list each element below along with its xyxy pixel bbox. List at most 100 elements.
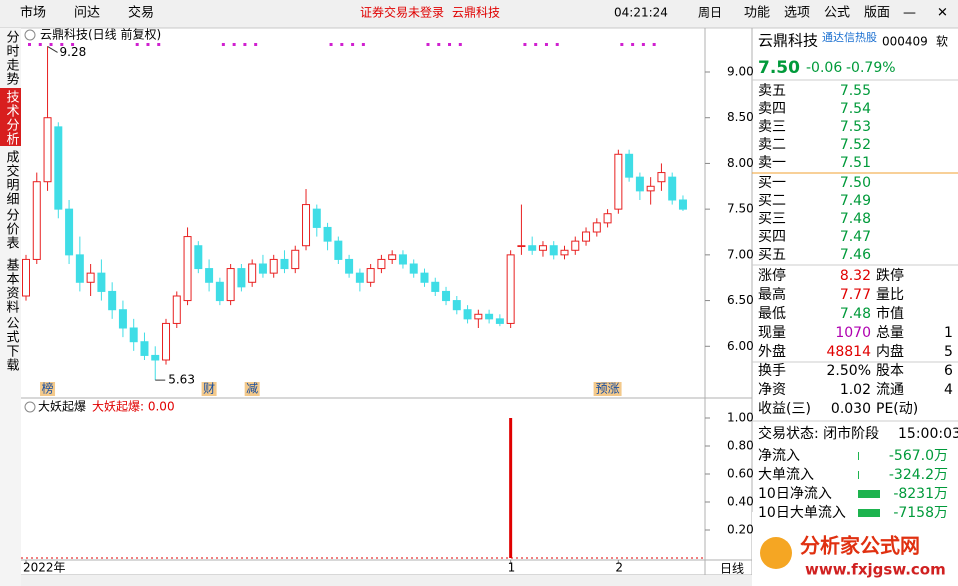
stat-label: 最低: [758, 306, 786, 322]
menu-item[interactable]: 选项: [784, 6, 810, 21]
side-tab[interactable]: 成交明细: [4, 150, 20, 206]
signal-dot: [555, 43, 559, 46]
signal-dot: [221, 43, 225, 46]
signal-dot: [254, 43, 258, 46]
stat-label: 现量: [758, 325, 786, 341]
change: -0.06: [806, 60, 842, 76]
menu-item[interactable]: 问达: [74, 6, 100, 21]
flow-label: 大单流入: [758, 467, 814, 483]
candle-body: [635, 176, 644, 192]
menu-bar: [0, 0, 958, 28]
candle-body: [571, 240, 580, 251]
flow-bar: [858, 452, 859, 460]
stock-code: 000409: [882, 35, 928, 49]
ask-price: 7.52: [840, 137, 871, 153]
candle-body: [668, 176, 677, 201]
status-time: 15:00:03: [898, 426, 958, 442]
event-badge[interactable]: 财: [203, 382, 215, 396]
event-badge[interactable]: 榜: [42, 381, 54, 396]
ask-price: 7.54: [840, 101, 871, 117]
change-pct: -0.79%: [846, 60, 896, 76]
signal-dot: [135, 43, 139, 46]
event-badge-bg: [201, 382, 217, 396]
stat-label: 涨停: [758, 267, 786, 284]
ask-price: 7.55: [840, 83, 871, 99]
bid-price: 7.46: [840, 247, 871, 263]
bar: [509, 418, 513, 558]
time: 04:21:24: [614, 6, 668, 20]
bid-price: 7.47: [840, 229, 871, 245]
event-badge-bg: [593, 382, 622, 396]
y-tick-label: 0.60: [727, 467, 754, 481]
candle-body: [54, 126, 63, 210]
menu-item[interactable]: 版面: [864, 6, 890, 21]
candle-body: [474, 313, 483, 320]
bid-label: 买二: [758, 193, 786, 209]
login-notice[interactable]: 证券交易未登录: [360, 5, 444, 20]
candle-body: [538, 245, 547, 251]
candle-body: [603, 213, 612, 224]
ask-label: 卖三: [758, 119, 786, 135]
side-tab[interactable]: 公式下载: [4, 316, 20, 372]
event-badge[interactable]: 预涨: [596, 381, 620, 396]
stat-value: 1070: [835, 325, 871, 341]
y-tick-label: 1.00: [727, 411, 754, 425]
candle-body: [345, 258, 354, 274]
flow-bar: [858, 509, 880, 517]
signal-dot: [544, 43, 548, 46]
stat-value: 4: [944, 382, 953, 398]
bid-label: 买五: [758, 247, 786, 263]
signal-dot: [340, 43, 344, 46]
side-tab[interactable]: 分时走势: [4, 30, 20, 86]
signal-dot: [652, 43, 656, 46]
event-badge[interactable]: 减: [246, 382, 258, 396]
high-label: 9.28: [60, 45, 87, 59]
signal-dot: [437, 43, 441, 46]
trade-status: 交易状态: 闭市阶段: [758, 425, 879, 442]
period[interactable]: 日线: [720, 562, 744, 576]
stat-label: 流通: [876, 382, 904, 398]
side-tab[interactable]: 分价表: [4, 208, 20, 250]
indicator-icon: [24, 401, 36, 413]
bid-price: 7.50: [840, 175, 871, 191]
stat-value: 8.32: [840, 268, 871, 284]
signal-dot: [243, 43, 247, 46]
candle-body: [280, 258, 289, 270]
bid-label: 买四: [758, 229, 786, 245]
ask-label: 卖五: [758, 83, 786, 99]
candle-body: [366, 268, 375, 283]
candle-body: [237, 268, 246, 288]
signal-dot: [329, 43, 333, 46]
price: 7.50: [758, 58, 800, 78]
hot-tag[interactable]: 通达信热股: [822, 31, 877, 44]
stat-value: 0.030: [831, 401, 871, 417]
x-tick-label: 1: [508, 561, 516, 575]
stat-label: 最高: [758, 286, 786, 303]
menu-item[interactable]: 交易: [128, 5, 154, 21]
candle-body: [312, 208, 321, 228]
candle-body: [129, 327, 138, 343]
stat-label: 收益(三): [758, 401, 811, 417]
menu-item[interactable]: 功能: [744, 6, 770, 21]
signal-dot: [28, 43, 31, 46]
candle-body: [463, 309, 472, 320]
y-tick-label: 6.50: [727, 293, 754, 307]
candle-body: [75, 254, 84, 283]
candle-body: [506, 254, 515, 324]
stat-label: 总量: [876, 325, 904, 341]
close: ✕: [937, 6, 948, 21]
menu-item[interactable]: 公式: [824, 6, 850, 21]
side-tab[interactable]: 基本资料: [4, 258, 20, 314]
menu-item[interactable]: 市场: [20, 5, 46, 21]
logo-icon: [760, 537, 792, 569]
candle-body: [431, 281, 440, 292]
candle-body: [377, 258, 386, 270]
flow-label: 净流入: [758, 448, 800, 464]
side-tab[interactable]: 技术分析: [4, 90, 20, 146]
candle-body: [409, 263, 418, 274]
stock-name: 云鼎科技: [758, 32, 818, 50]
candle-body: [248, 263, 257, 283]
notice-stock[interactable]: 云鼎科技: [452, 6, 500, 20]
side-bar: [0, 28, 21, 586]
